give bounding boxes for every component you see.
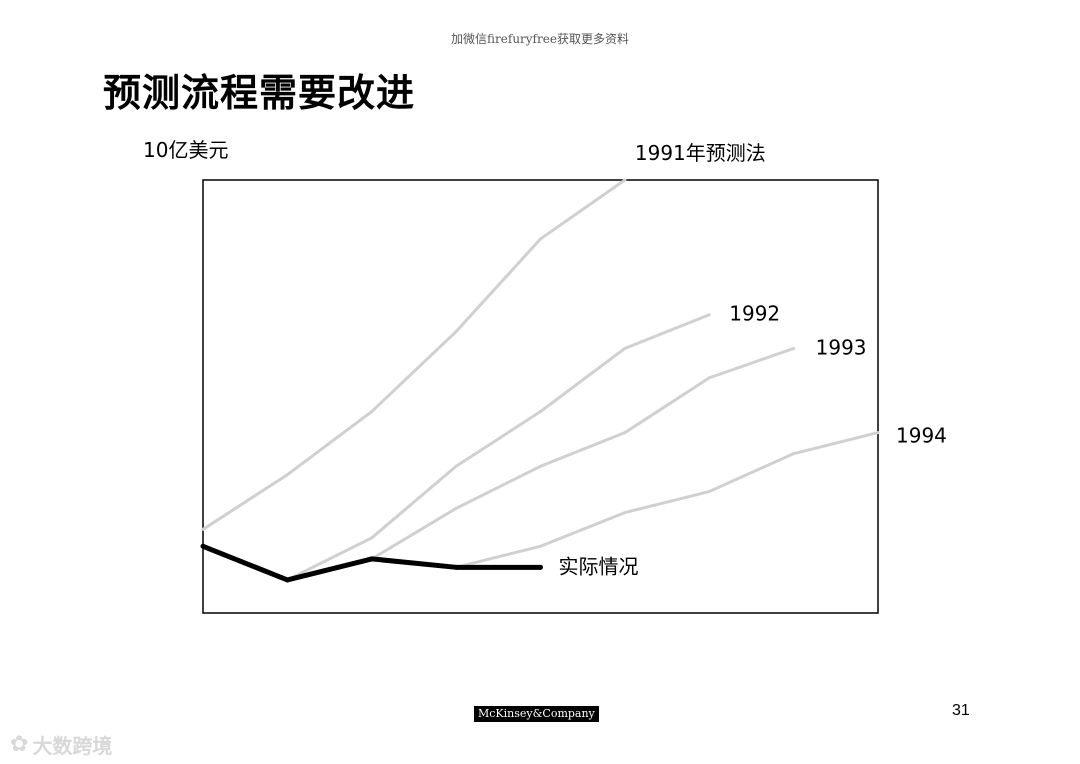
watermark: ✿ 大数跨境 (10, 730, 112, 759)
page-number: 31 (952, 702, 970, 719)
series-1-point-1 (370, 536, 374, 540)
series-3-point-3 (707, 490, 711, 494)
series-2-point-4 (623, 431, 627, 435)
series-2-point-3 (539, 464, 542, 468)
series-1-point-5 (707, 313, 711, 317)
series-1-point-4 (623, 346, 627, 350)
series-0-point-3 (454, 330, 458, 334)
series-4-point-1 (284, 577, 290, 583)
series-0-point-5 (623, 178, 627, 182)
series-2-point-6 (792, 346, 796, 350)
series-3-point-1 (539, 544, 542, 548)
plot-frame (202, 179, 879, 614)
series-line-4 (202, 543, 541, 583)
series-label-1: 1992 (729, 302, 780, 326)
series-line-3 (455, 431, 879, 569)
series-3-point-4 (792, 452, 796, 456)
series-2-point-5 (707, 376, 711, 380)
series-layer (200, 178, 880, 583)
series-label-0: 1991年预测法 (635, 141, 766, 165)
label-layer: 1991年预测法 1992 1993 1994 实际情况 (559, 141, 947, 578)
series-0-point-2 (370, 410, 374, 414)
header-note: 加微信firefuryfree获取更多资料 (451, 32, 629, 46)
series-line-0 (202, 178, 626, 531)
series-3-point-2 (623, 511, 627, 515)
series-4-point-3 (453, 564, 459, 570)
series-label-3: 1994 (896, 424, 947, 448)
series-4-point-4 (538, 564, 543, 570)
page-title: 预测流程需要改进 (103, 71, 416, 115)
mckinsey-logo: McKinsey&Company (474, 706, 599, 722)
series-0-point-0 (201, 527, 205, 531)
series-line-1 (286, 313, 710, 582)
watermark-logo-icon: ✿ (10, 732, 29, 757)
series-4-point-0 (200, 543, 206, 549)
series-label-4: 实际情况 (559, 554, 639, 578)
series-4-point-2 (369, 556, 375, 562)
series-label-2: 1993 (816, 335, 867, 359)
series-2-point-2 (454, 506, 458, 510)
y-unit-label: 10亿美元 (143, 138, 229, 162)
series-0-point-4 (539, 237, 542, 241)
watermark-text: 大数跨境 (32, 734, 113, 758)
series-1-point-2 (454, 464, 458, 468)
series-0-point-1 (285, 473, 289, 477)
series-3-point-5 (876, 431, 880, 435)
series-1-point-3 (539, 410, 542, 414)
